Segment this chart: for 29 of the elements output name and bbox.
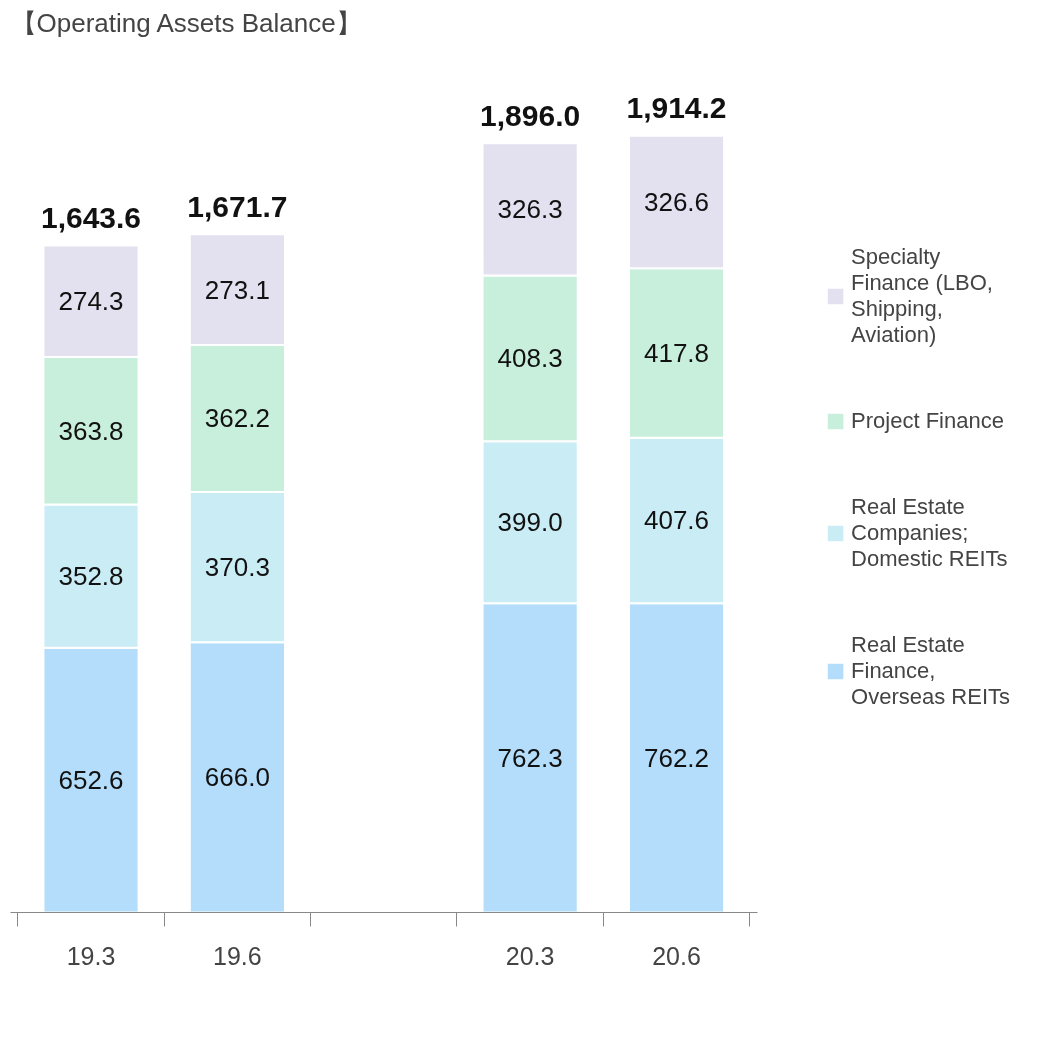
data-label: 362.2: [204, 403, 270, 434]
legend-label: Real Estate Finance, Overseas REITs: [851, 632, 1010, 710]
data-label: 326.3: [497, 194, 563, 225]
data-label: 417.8: [643, 338, 710, 369]
x-tick-label: 20.6: [652, 941, 701, 970]
chart-title: 【Operating Assets Balance】: [10, 7, 362, 38]
data-label: 762.2: [643, 742, 710, 773]
data-label: 274.3: [58, 286, 124, 317]
data-label: 370.3: [204, 552, 270, 583]
data-label: 399.0: [497, 507, 563, 538]
data-label: 363.8: [58, 415, 124, 446]
total-label: 1,671.7: [187, 189, 288, 223]
total-label: 1,896.0: [480, 98, 581, 132]
total-label: 1,643.6: [40, 201, 142, 235]
data-label: 652.6: [58, 765, 124, 796]
x-tick-label: 19.6: [213, 941, 262, 970]
data-label: 666.0: [204, 762, 270, 793]
data-label: 352.8: [58, 561, 124, 592]
data-label: 273.1: [204, 274, 270, 305]
data-label: 326.6: [643, 186, 710, 217]
legend-label: Real Estate Companies; Domestic REITs: [851, 494, 1008, 572]
x-tick-label: 20.3: [505, 941, 555, 970]
x-tick-label: 19.3: [66, 941, 116, 970]
legend-label: Specialty Finance (LBO, Shipping, Aviation): [851, 244, 993, 348]
data-label: 407.6: [643, 505, 710, 536]
legend-label: Project Finance: [851, 408, 1004, 434]
data-label: 762.3: [497, 742, 563, 773]
data-label: 408.3: [497, 343, 563, 374]
total-label: 1,914.2: [626, 91, 727, 125]
